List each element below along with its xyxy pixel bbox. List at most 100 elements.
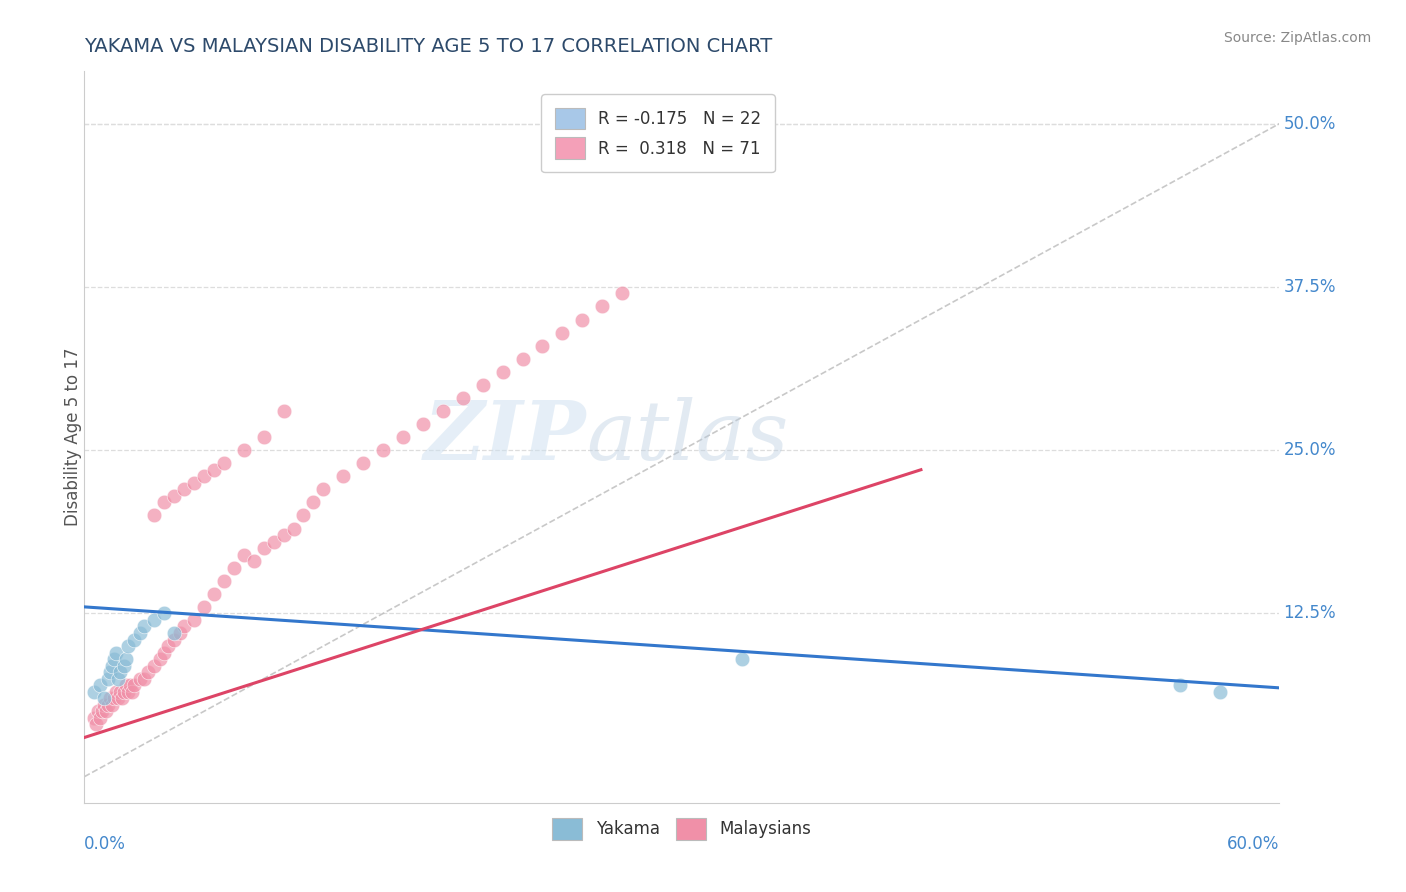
Point [121, 685, 143, 699]
Point [103, 691, 125, 706]
Point [153, 607, 176, 621]
Point [332, 469, 354, 483]
Point [103, 652, 125, 666]
Text: 37.5%: 37.5% [1284, 278, 1336, 296]
Point [132, 672, 156, 686]
Point [312, 483, 335, 497]
Point [93, 691, 115, 706]
Point [117, 685, 139, 699]
Point [83, 685, 105, 699]
Point [283, 521, 305, 535]
Point [107, 672, 129, 686]
Point [97, 698, 120, 712]
Point [551, 326, 574, 340]
Point [87, 705, 110, 719]
Point [222, 560, 245, 574]
Point [115, 652, 138, 666]
Point [432, 404, 454, 418]
Point [731, 652, 754, 666]
Point [117, 639, 139, 653]
Point [471, 377, 494, 392]
Text: atlas: atlas [586, 397, 789, 477]
Point [193, 469, 215, 483]
Y-axis label: Disability Age 5 to 17: Disability Age 5 to 17 [65, 348, 82, 526]
Point [86, 717, 108, 731]
Point [120, 678, 142, 692]
Text: ZIP: ZIP [423, 397, 586, 477]
Point [149, 652, 172, 666]
Point [512, 351, 534, 366]
Text: 12.5%: 12.5% [1284, 605, 1336, 623]
Point [212, 456, 235, 470]
Point [97, 672, 120, 686]
Point [531, 339, 554, 353]
Point [110, 665, 132, 680]
Point [112, 685, 135, 699]
Point [591, 300, 613, 314]
Point [232, 443, 254, 458]
Point [89, 678, 111, 692]
Point [492, 365, 515, 379]
Point [93, 698, 115, 712]
Text: 60.0%: 60.0% [1227, 836, 1279, 854]
Point [132, 619, 156, 633]
Point [101, 698, 124, 712]
Point [112, 658, 135, 673]
Point [143, 613, 166, 627]
Point [153, 646, 176, 660]
Point [169, 626, 191, 640]
Point [122, 632, 145, 647]
Point [232, 548, 254, 562]
Point [136, 665, 159, 680]
Point [183, 613, 205, 627]
Point [253, 430, 276, 444]
Point [193, 599, 215, 614]
Text: 25.0%: 25.0% [1284, 442, 1336, 459]
Point [105, 685, 128, 699]
Point [1209, 685, 1232, 699]
Point [253, 541, 276, 555]
Point [111, 691, 134, 706]
Point [105, 646, 128, 660]
Point [242, 554, 264, 568]
Point [98, 691, 121, 706]
Point [96, 705, 118, 719]
Point [173, 483, 195, 497]
Point [83, 711, 105, 725]
Point [1168, 678, 1191, 692]
Point [352, 456, 374, 470]
Point [107, 691, 129, 706]
Point [412, 417, 434, 431]
Point [202, 587, 225, 601]
Point [163, 489, 186, 503]
Point [202, 463, 225, 477]
Point [143, 508, 166, 523]
Point [122, 678, 145, 692]
Point [263, 534, 285, 549]
Text: 50.0%: 50.0% [1284, 114, 1336, 133]
Point [183, 475, 205, 490]
Point [571, 312, 593, 326]
Point [129, 626, 152, 640]
Legend: Yakama, Malaysians: Yakama, Malaysians [538, 805, 825, 853]
Point [157, 639, 180, 653]
Point [101, 658, 124, 673]
Point [89, 711, 111, 725]
Point [98, 665, 121, 680]
Point [163, 626, 186, 640]
Point [115, 678, 138, 692]
Point [302, 495, 325, 509]
Point [273, 404, 295, 418]
Point [292, 508, 315, 523]
Point [273, 528, 295, 542]
Point [110, 685, 132, 699]
Point [212, 574, 235, 588]
Point [392, 430, 415, 444]
Point [373, 443, 395, 458]
Text: Source: ZipAtlas.com: Source: ZipAtlas.com [1223, 31, 1371, 45]
Text: 0.0%: 0.0% [84, 836, 127, 854]
Point [153, 495, 176, 509]
Point [451, 391, 474, 405]
Point [129, 672, 152, 686]
Text: YAKAMA VS MALAYSIAN DISABILITY AGE 5 TO 17 CORRELATION CHART: YAKAMA VS MALAYSIAN DISABILITY AGE 5 TO … [84, 37, 773, 56]
